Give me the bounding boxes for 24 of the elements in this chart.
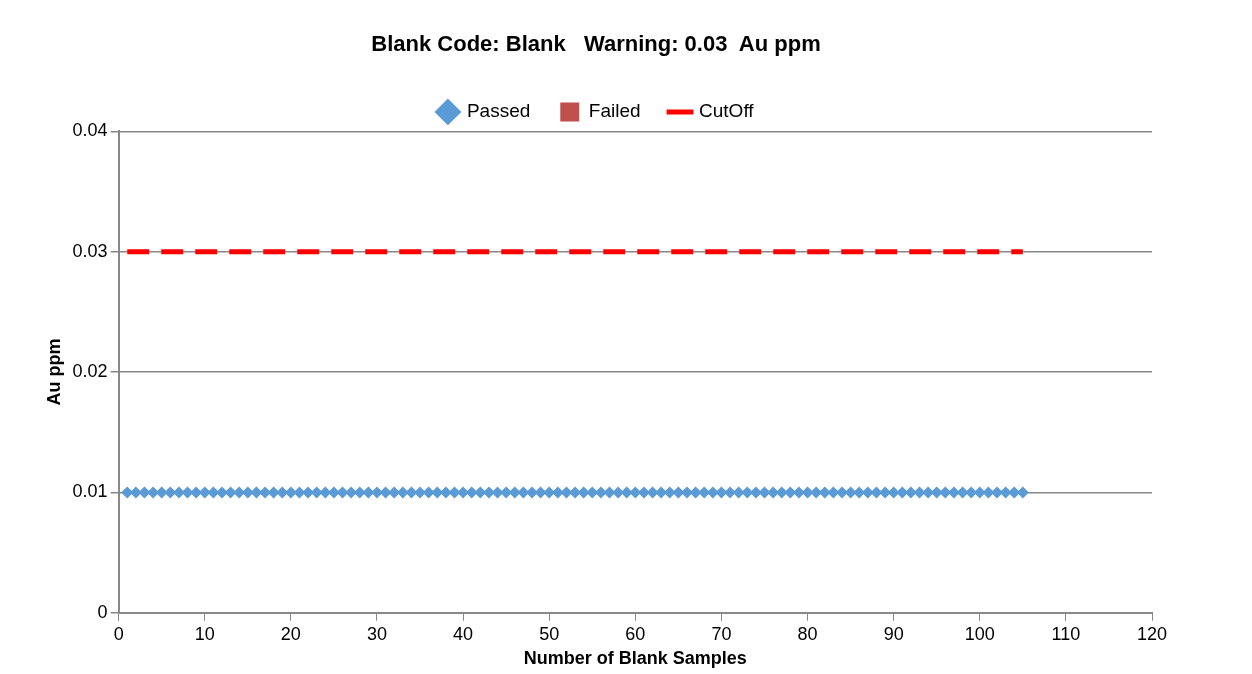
y-tick-label: 0 <box>97 601 108 622</box>
x-tick-label: 70 <box>711 623 732 644</box>
x-tick-label: 10 <box>194 623 215 644</box>
legend-label: CutOff <box>699 100 755 122</box>
x-tick-label: 40 <box>453 623 474 644</box>
y-axis-title: Au ppm <box>43 338 64 406</box>
x-tick-label: 30 <box>366 623 387 644</box>
legend-label: Passed <box>466 100 531 122</box>
y-tick-label: 0.04 <box>72 120 108 141</box>
x-tick-label: 50 <box>539 623 560 644</box>
x-tick-label: 110 <box>1051 623 1081 644</box>
x-axis-title: Number of Blank Samples <box>523 648 747 669</box>
x-tick-label: 90 <box>883 623 904 644</box>
legend-label: Failed <box>588 100 641 122</box>
x-tick-label: 60 <box>625 623 646 644</box>
x-tick-label: 80 <box>797 623 818 644</box>
y-tick-label: 0.03 <box>72 240 108 261</box>
x-tick-label: 100 <box>964 623 995 644</box>
x-tick-label: 0 <box>113 623 124 644</box>
y-tick-label: 0.01 <box>72 481 108 502</box>
y-tick-label: 0.02 <box>72 361 108 382</box>
x-tick-label: 120 <box>1136 623 1168 644</box>
chart-title: Blank Code: Blank Warning: 0.03 Au ppm <box>371 31 821 57</box>
x-tick-label: 20 <box>280 623 301 644</box>
